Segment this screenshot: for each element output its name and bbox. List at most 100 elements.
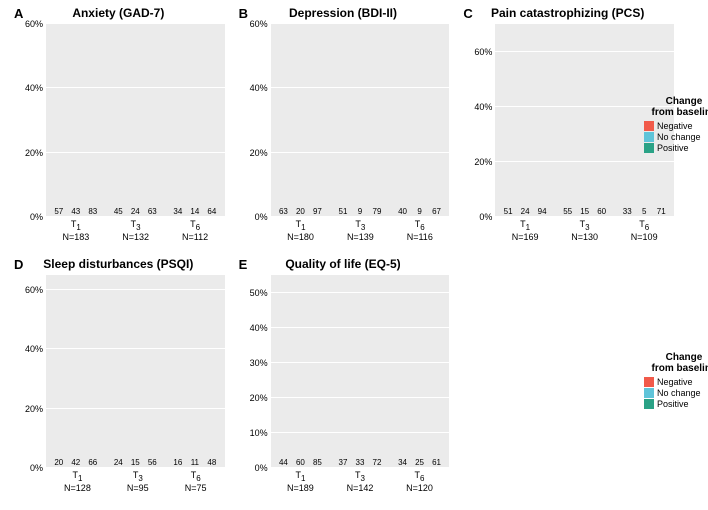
panel-E: EQuality of life (EQ-5)0%10%20%30%40%50%… — [231, 255, 456, 506]
y-tick: 40% — [250, 323, 268, 333]
y-tick: 0% — [30, 212, 43, 222]
panel-title: Pain catastrophizing (PCS) — [455, 6, 680, 20]
bar-value-label: 24 — [114, 458, 123, 467]
bar-value-label: 15 — [131, 458, 140, 467]
y-tick: 20% — [25, 148, 43, 158]
bar-value-label: 33 — [356, 458, 365, 467]
x-ticks: T1N=189T3N=142T6N=120 — [271, 468, 450, 494]
x-tick: T3N=142 — [347, 468, 374, 494]
y-tick: 10% — [250, 428, 268, 438]
y-tick: 20% — [250, 148, 268, 158]
x-tick: T6N=120 — [406, 468, 433, 494]
panel-title: Quality of life (EQ-5) — [231, 257, 456, 271]
panel-title: Depression (BDI-II) — [231, 6, 456, 20]
x-tick: T3N=132 — [122, 217, 149, 243]
plot-area: 0%20%40%60%6320975197940967T1N=180T3N=13… — [271, 24, 450, 217]
y-tick: 60% — [250, 19, 268, 29]
legend-item-nochange: No change — [644, 388, 708, 399]
legend-swatch-negative — [644, 377, 654, 387]
bar-value-label: 20 — [54, 458, 63, 467]
bar-value-label: 20 — [296, 207, 305, 216]
x-tick: T6N=75 — [185, 468, 207, 494]
legend-label: No change — [657, 132, 701, 143]
x-tick: T6N=116 — [407, 217, 433, 243]
legend-item-positive: Positive — [644, 143, 708, 154]
bar-value-label: 85 — [313, 458, 322, 467]
panel-A: AAnxiety (GAD-7)Percent of patients0%20%… — [6, 4, 231, 255]
legend-bottom: Change from baseline NegativeNo changePo… — [644, 352, 708, 409]
plot-area: 0%10%20%30%40%50%446085373372342561T1N=1… — [271, 275, 450, 468]
y-tick: 40% — [250, 83, 268, 93]
x-tick: T1N=169 — [512, 217, 539, 243]
x-tick: T3N=130 — [571, 217, 598, 243]
x-ticks: T1N=183T3N=132T6N=112 — [46, 217, 225, 243]
y-tick: 20% — [474, 157, 492, 167]
legend-swatch-negative — [644, 121, 654, 131]
y-tick: 40% — [25, 344, 43, 354]
bar-value-label: 97 — [313, 207, 322, 216]
y-tick: 20% — [25, 404, 43, 414]
legend-title-2: from baseline — [651, 107, 708, 118]
legend-label: Positive — [657, 143, 689, 154]
bars-container: 446085373372342561 — [271, 275, 450, 468]
bar-value-label: 5 — [642, 207, 646, 216]
bars-container: 574383452463341464 — [46, 24, 225, 217]
legend-label: Negative — [657, 121, 693, 132]
bar-value-label: 43 — [71, 207, 80, 216]
y-tick: 50% — [250, 288, 268, 298]
bar-value-label: 60 — [597, 207, 606, 216]
y-tick: 0% — [30, 463, 43, 473]
panel-D: DSleep disturbances (PSQI)Percent of pat… — [6, 255, 231, 506]
bar-value-label: 55 — [563, 207, 572, 216]
bar-value-label: 34 — [173, 207, 182, 216]
bar-value-label: 33 — [623, 207, 632, 216]
bar-value-label: 25 — [415, 458, 424, 467]
y-tick: 60% — [25, 285, 43, 295]
y-tick: 0% — [479, 212, 492, 222]
legend-swatch-nochange — [644, 132, 654, 142]
bar-value-label: 72 — [373, 458, 382, 467]
plot-area: 0%20%40%60%574383452463341464T1N=183T3N=… — [46, 24, 225, 217]
bar-value-label: 71 — [657, 207, 666, 216]
bar-value-label: 45 — [114, 207, 123, 216]
panel-title: Sleep disturbances (PSQI) — [6, 257, 231, 271]
bar-value-label: 24 — [131, 207, 140, 216]
bar-value-label: 51 — [504, 207, 513, 216]
bar-value-label: 44 — [279, 458, 288, 467]
bars-container: 6320975197940967 — [271, 24, 450, 217]
legend-item-negative: Negative — [644, 121, 708, 132]
y-tick: 60% — [25, 19, 43, 29]
bar-value-label: 63 — [148, 207, 157, 216]
x-ticks: T1N=169 T3N=130 T6N=109 — [495, 217, 674, 243]
x-tick: T3N=95 — [127, 468, 149, 494]
bar-value-label: 64 — [207, 207, 216, 216]
bar-value-label: 14 — [190, 207, 199, 216]
legend-swatch-nochange — [644, 388, 654, 398]
bar-value-label: 11 — [191, 458, 199, 467]
bar-value-label: 66 — [88, 458, 97, 467]
panel-B: BDepression (BDI-II)0%20%40%60%632097519… — [231, 4, 456, 255]
x-tick: T6N=112 — [182, 217, 208, 243]
legend-label: Negative — [657, 377, 693, 388]
bar-value-label: 37 — [339, 458, 348, 467]
y-tick: 0% — [255, 463, 268, 473]
legend-item-nochange: No change — [644, 132, 708, 143]
y-tick: 40% — [474, 102, 492, 112]
x-ticks: T1N=180T3N=139T6N=116 — [271, 217, 450, 243]
bar-value-label: 9 — [358, 207, 362, 216]
y-tick: 40% — [25, 83, 43, 93]
legend-swatch-positive — [644, 399, 654, 409]
y-tick: 30% — [250, 358, 268, 368]
bar-value-label: 42 — [71, 458, 80, 467]
bar-value-label: 51 — [339, 207, 348, 216]
bar-value-label: 40 — [398, 207, 407, 216]
y-tick: 0% — [255, 212, 268, 222]
legend-top: Change from baseline NegativeNo changePo… — [644, 96, 708, 153]
y-tick: 60% — [474, 47, 492, 57]
legend-item-negative: Negative — [644, 377, 708, 388]
legend-swatch-positive — [644, 143, 654, 153]
x-tick: T6N=109 — [631, 217, 658, 243]
bar-value-label: 16 — [173, 458, 182, 467]
legend-title-1b: Change — [666, 352, 703, 363]
legend-label: Positive — [657, 399, 689, 410]
